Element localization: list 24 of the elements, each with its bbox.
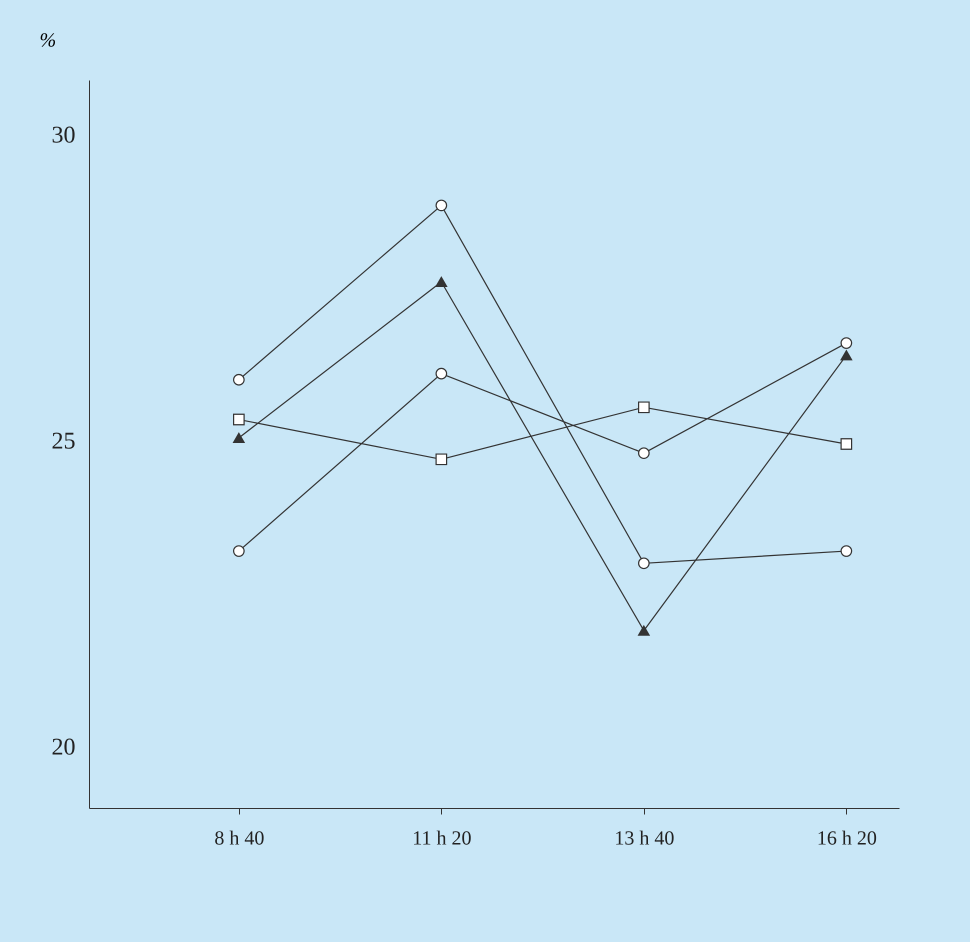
point	[840, 545, 852, 557]
point	[840, 350, 852, 360]
y-axis-title: %	[40, 30, 56, 52]
point	[840, 337, 852, 349]
point	[436, 200, 448, 212]
point	[638, 557, 650, 570]
x-tick-label: 11 h 20	[412, 828, 472, 850]
point	[436, 453, 448, 466]
y-tick-label: 20	[52, 734, 76, 760]
point	[638, 401, 650, 414]
x-tick-label: 13 h 40	[614, 828, 674, 850]
point	[233, 414, 245, 426]
point	[840, 438, 852, 450]
y-tick-label: 25	[52, 428, 76, 454]
point	[233, 545, 245, 557]
point	[638, 625, 650, 636]
x-tick-label: 8 h 40	[214, 828, 264, 850]
x-tick-label: 16 h 20	[816, 828, 877, 850]
point	[233, 374, 245, 386]
point	[436, 368, 448, 380]
point	[436, 276, 448, 288]
point	[233, 432, 245, 444]
point	[638, 447, 650, 460]
y-tick-label: 30	[52, 122, 76, 149]
